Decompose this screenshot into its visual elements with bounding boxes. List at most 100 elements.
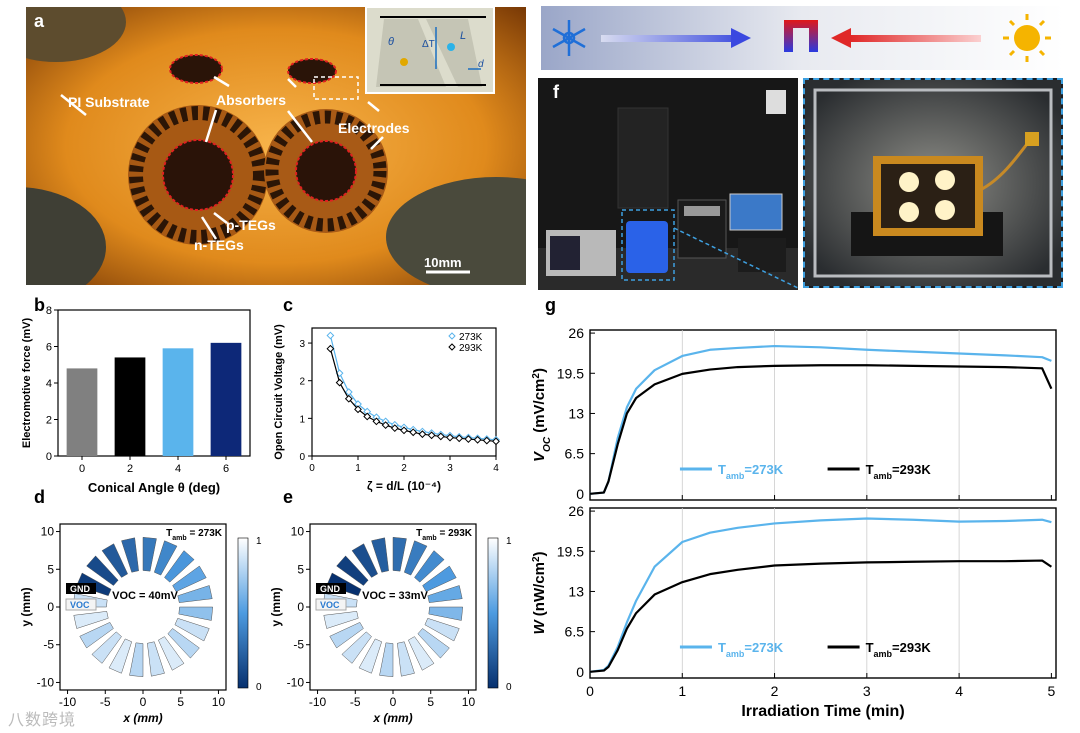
panel-c-letter: c	[283, 295, 294, 315]
gnd-pad	[66, 583, 96, 594]
electrode-fin	[358, 638, 383, 674]
electrode-fin	[142, 537, 157, 572]
electrode-fin	[428, 606, 463, 621]
electrode-fin	[167, 628, 200, 659]
y-axis-label: y (mm)	[269, 587, 283, 626]
x-axis-label: Irradiation Time (min)	[741, 703, 904, 720]
large-absorber-right	[264, 109, 388, 233]
voc-pad-label: VOC	[70, 600, 90, 610]
small-absorber-right	[287, 58, 337, 84]
y-axis-label: W (nW/cm2)	[531, 551, 549, 634]
y-tick-label: 10	[41, 525, 55, 539]
panel-f-letter: f	[553, 82, 559, 102]
point-293K	[482, 436, 491, 445]
point-293K	[335, 378, 344, 387]
y-tick-label: 0	[46, 451, 52, 463]
plot-frame	[589, 507, 1057, 679]
legend-label-273K: 273K	[459, 332, 483, 343]
y-tick-label: 0	[47, 600, 54, 614]
electrode-fin	[329, 622, 364, 649]
electrode-fin	[178, 606, 213, 621]
point-293K	[381, 421, 390, 430]
point-293K	[492, 437, 500, 446]
x-tick-label: 2	[401, 463, 407, 474]
gnd-label: GND	[70, 584, 91, 594]
series-line-1	[589, 364, 1053, 495]
y-tick-label: 5	[297, 562, 304, 576]
arrow-cold-icon	[731, 28, 751, 48]
point-293K	[446, 433, 454, 442]
point-293K	[409, 428, 418, 437]
colorbar-max-label: 1	[506, 536, 512, 547]
electrode-fin	[323, 611, 359, 629]
electrode-fin	[86, 555, 119, 586]
point-293K	[372, 417, 381, 426]
x-tick-label: 0	[140, 695, 147, 709]
electrode-fin	[427, 585, 463, 603]
panel-a-illustration: θ ΔT L d PI Substrate Absorbers Electrod…	[26, 7, 526, 285]
y-tick-label: -5	[293, 638, 304, 652]
teg-icon	[784, 20, 818, 52]
electrode-fin	[129, 642, 144, 677]
electrode-fin	[164, 550, 195, 583]
electrode-fin	[408, 636, 435, 671]
electrode-fin	[414, 550, 445, 583]
legend-label: Tamb=293K	[866, 640, 932, 659]
electrode-fin	[147, 641, 165, 677]
small-absorber-left	[169, 54, 223, 84]
legend-marker	[448, 343, 456, 351]
y-tick-label: 0	[299, 452, 305, 463]
panel-a-letter: a	[34, 11, 45, 31]
inset-theta: θ	[388, 36, 394, 48]
x-tick-label: 10	[462, 695, 476, 709]
electrode-fin	[397, 641, 415, 677]
x-tick-label: 0	[586, 683, 594, 699]
electrode-fin	[351, 543, 378, 578]
gnd-pad	[316, 583, 346, 594]
point-293K	[436, 432, 445, 441]
cold-hot-banner	[541, 6, 1064, 70]
panel-f-photo-lab	[538, 78, 798, 290]
point-293K	[390, 424, 399, 433]
y-tick-label: 13	[568, 405, 584, 421]
x-tick-label: 0	[79, 463, 85, 475]
x-tick-label: 0	[309, 463, 315, 474]
watermark: 八数跨境	[8, 712, 77, 729]
voc-pad-label: VOC	[320, 600, 340, 610]
voc-pad	[65, 598, 97, 611]
x-tick-label: 1	[355, 463, 361, 474]
voc-value: VOC = 33mV	[362, 590, 428, 602]
voc-value: VOC = 40mV	[112, 590, 178, 602]
point-293K	[354, 405, 362, 414]
large-absorber-left	[128, 105, 268, 245]
glove-left	[26, 187, 106, 285]
y-tick-label: 2	[46, 415, 52, 427]
bar-4	[162, 348, 194, 456]
electrode-fin	[174, 617, 210, 642]
legend-marker	[448, 332, 456, 340]
y-tick-label: -10	[287, 675, 305, 689]
legend-label-293K: 293K	[459, 343, 483, 354]
y-tick-label: 1	[299, 414, 305, 425]
panel-d-letter: d	[34, 487, 45, 507]
x-tick-label: 3	[447, 463, 453, 474]
y-tick-label: 2	[299, 377, 305, 388]
label-electrodes: Electrodes	[338, 120, 410, 136]
x-tick-label: 3	[863, 683, 871, 699]
electrode-fin	[422, 565, 457, 592]
y-tick-label: 13	[568, 583, 584, 599]
panel-g-letter: g	[545, 295, 556, 315]
electrode-fin	[403, 540, 428, 576]
point-273K	[326, 331, 335, 340]
bar-0	[66, 368, 98, 456]
gnd-label: GND	[320, 584, 341, 594]
x-tick-label: 4	[493, 463, 499, 474]
y-tick-label: 0	[576, 486, 584, 502]
x-axis-label: x (mm)	[122, 711, 162, 725]
y-tick-label: 26	[568, 503, 584, 519]
y-tick-label: 6.5	[565, 446, 585, 462]
snowflake-icon	[552, 20, 586, 56]
x-tick-label: 5	[177, 695, 184, 709]
series-line-0	[589, 344, 1052, 495]
